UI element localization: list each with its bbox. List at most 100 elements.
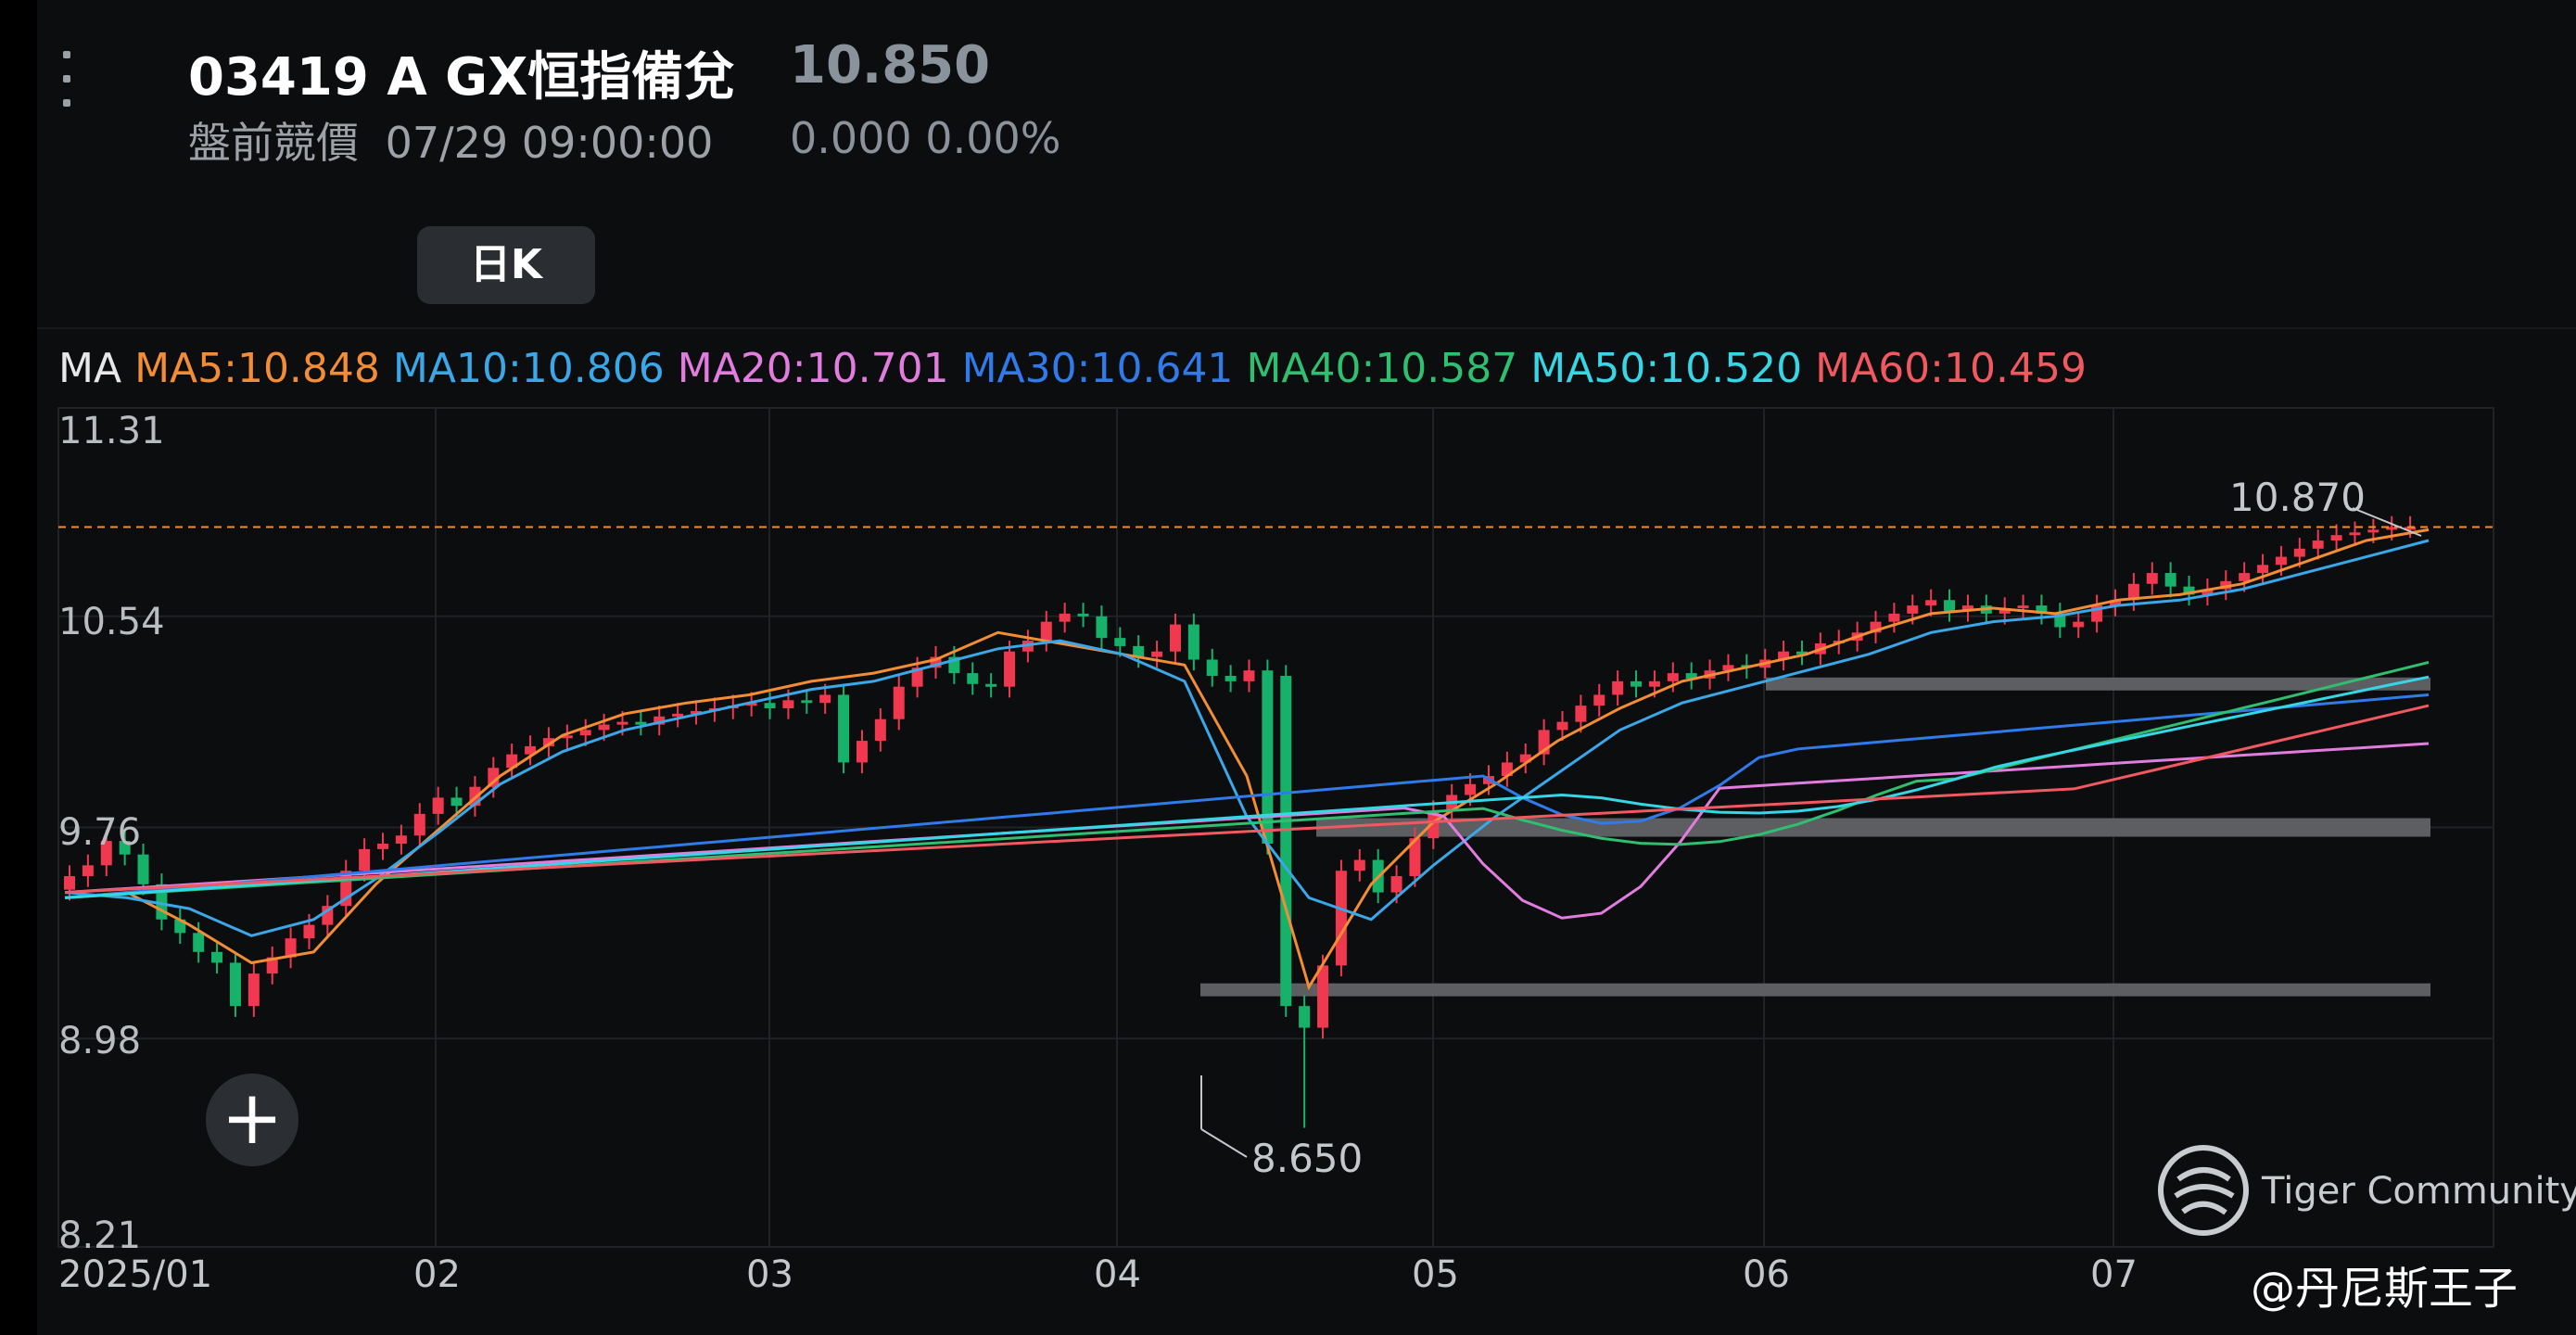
candle-body [488, 768, 500, 787]
candle-body [64, 876, 75, 890]
candle-body [2405, 527, 2417, 530]
candle-body [1169, 624, 1181, 652]
ma-legend-item: MA [58, 345, 122, 392]
candle-body [1353, 859, 1365, 871]
low-price-label: 8.650 [1251, 1136, 1364, 1181]
tiger-logo-icon [2158, 1145, 2249, 1236]
high-price-label: 10.870 [2229, 475, 2366, 520]
support-band [1200, 983, 2430, 997]
candle-body [764, 703, 776, 709]
candle-body [893, 686, 905, 719]
left-edge-bar [0, 0, 37, 1335]
add-button[interactable]: + [206, 1074, 298, 1166]
candle-body [1059, 613, 1071, 622]
candle-body [266, 957, 278, 974]
candle-body [2202, 589, 2214, 595]
candle-body [1299, 1006, 1311, 1028]
ma-line-slow [64, 693, 2430, 899]
candle-body [1004, 651, 1016, 687]
candle-body [1187, 624, 1199, 660]
y-tick-label: 11.31 [58, 410, 165, 452]
candle-body [1925, 600, 1937, 606]
ma-line-ma5 [64, 528, 2430, 991]
candle-body [1206, 659, 1218, 677]
divider [37, 327, 2576, 329]
candle-body [856, 741, 868, 763]
support-band [1766, 677, 2430, 691]
candle-body [801, 700, 813, 704]
y-tick-label: 9.76 [58, 811, 142, 854]
candle-body [2220, 580, 2232, 590]
candle-body [2349, 532, 2361, 536]
candle-body [874, 718, 886, 742]
y-tick-label: 8.98 [58, 1020, 142, 1062]
author-handle: @丹尼斯王子 [2251, 1263, 2519, 1315]
candle-body [1631, 680, 1643, 687]
ma-legend-item: MA40:10.587 [1246, 345, 1518, 392]
candle-body [1907, 605, 1919, 614]
candle-body [1999, 608, 2011, 614]
ma-line-slow [64, 675, 2430, 899]
candle-body [1096, 616, 1108, 639]
candle-body [561, 735, 573, 739]
candle-body [211, 951, 223, 963]
candle-body [616, 721, 628, 725]
candle-body [1409, 838, 1421, 877]
candle-body [1280, 676, 1292, 1007]
ma-legend-item: MA50:10.520 [1530, 345, 1803, 392]
candle-body [137, 854, 149, 884]
candle-body [1114, 638, 1126, 646]
candle-body [2073, 621, 2085, 628]
candle-body [193, 933, 205, 952]
ma-legend-item: MA20:10.701 [677, 345, 949, 392]
price-change: 0.000 0.00% [790, 113, 1061, 163]
x-tick-label: 2025/01 [58, 1253, 213, 1296]
session-datetime: 07/29 09:00:00 [385, 118, 714, 168]
candle-body [1465, 783, 1477, 795]
ma-legend-item: MA30:10.641 [961, 345, 1234, 392]
candle-body [1575, 706, 1587, 722]
candle-body [1685, 673, 1697, 679]
x-tick-label: 06 [1743, 1253, 1790, 1296]
candle-body [911, 668, 923, 687]
session-label: 盤前競價 [188, 118, 359, 168]
candle-body [1151, 651, 1163, 657]
candle-body [542, 738, 554, 746]
candle-body [745, 703, 757, 706]
candle-body [285, 938, 297, 958]
candle-body [506, 754, 518, 769]
candle-body [654, 716, 666, 725]
watermark-text: Tiger Community [2262, 1170, 2576, 1213]
period-daily-k-button[interactable]: 日K [417, 226, 595, 304]
candle-body [450, 797, 463, 807]
candle-body [1077, 613, 1089, 617]
candle-body [782, 700, 794, 709]
candle-body [247, 973, 260, 1007]
ma-line-slow [64, 704, 2430, 895]
candle-body [2164, 573, 2176, 587]
candle-body [838, 694, 850, 763]
chart-frame [57, 407, 2494, 1248]
candle-body [119, 841, 131, 855]
ma-legend-item: MA10:10.806 [392, 345, 665, 392]
candle-body [303, 924, 315, 939]
candle-body [1262, 670, 1274, 845]
candle-body [819, 694, 831, 704]
x-tick-label: 03 [746, 1253, 793, 1296]
last-price: 10.850 [790, 35, 991, 95]
candle-body [1428, 810, 1440, 839]
candle-body [2109, 600, 2121, 606]
menu-icon[interactable] [56, 51, 74, 107]
candle-body [2239, 573, 2251, 581]
candle-body [2146, 573, 2158, 584]
candle-body [82, 865, 94, 877]
candle-body [377, 844, 389, 849]
candle-body [2330, 535, 2342, 541]
candle-body [2127, 583, 2139, 601]
candle-body [967, 673, 979, 684]
candle-body [1778, 651, 1790, 660]
candle-body [1040, 621, 1052, 642]
y-tick-label: 8.21 [58, 1214, 142, 1257]
candle-body [1944, 600, 1956, 611]
